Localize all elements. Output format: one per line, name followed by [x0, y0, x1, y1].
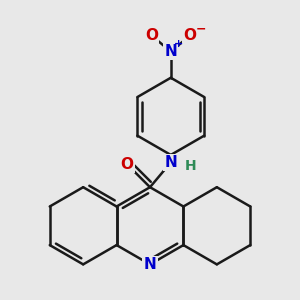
Text: N: N	[144, 257, 156, 272]
Text: O: O	[183, 28, 196, 43]
Text: −: −	[196, 23, 206, 36]
Text: N: N	[164, 44, 177, 59]
Text: +: +	[174, 38, 184, 49]
Text: O: O	[121, 157, 134, 172]
Text: O: O	[145, 28, 158, 43]
Text: N: N	[164, 155, 177, 170]
Text: H: H	[185, 158, 197, 172]
